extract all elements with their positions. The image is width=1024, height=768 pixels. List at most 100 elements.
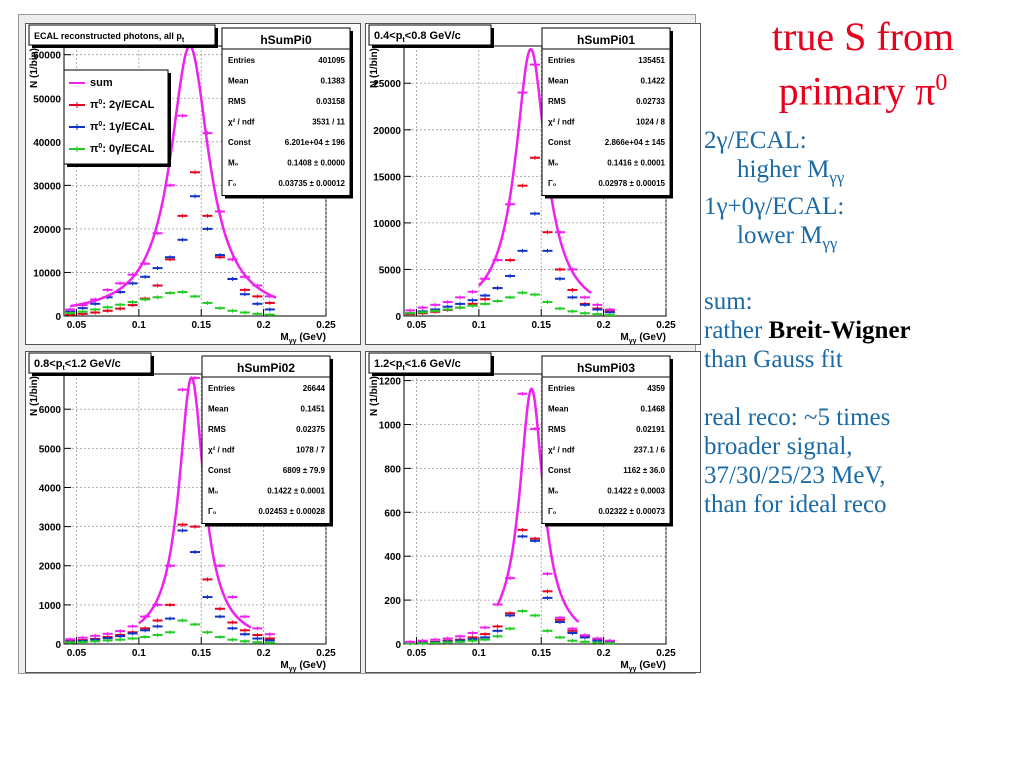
data-point xyxy=(102,631,113,636)
stats-value: 6809 ± 79.9 xyxy=(283,466,326,475)
note-lower-mass: lower Mγγ xyxy=(704,221,1022,258)
panel-title: 0.4<pt<0.8 GeV/c xyxy=(374,30,461,44)
data-point xyxy=(554,276,565,281)
data-point xyxy=(264,632,275,637)
x-tick-label: 0.25 xyxy=(656,648,676,659)
data-point xyxy=(492,286,503,291)
stats-label: Mean xyxy=(548,77,569,86)
note-lower-mass-text: lower M xyxy=(737,222,823,250)
data-point xyxy=(177,213,188,218)
data-point xyxy=(542,571,553,576)
y-tick-label: 200 xyxy=(384,596,401,607)
histogram-panel-all-pt: 0.05 0.1 0.15 0.2 0.25 0 10000 20000 30000 40000 5… xyxy=(25,23,361,345)
note-sum: sum: xyxy=(704,288,753,316)
stats-label: M₀ xyxy=(208,487,219,496)
data-point xyxy=(417,305,428,310)
data-point xyxy=(542,248,553,253)
data-point xyxy=(202,226,213,231)
title-line-2: primary π0 xyxy=(704,60,1022,114)
x-tick-label: 0.05 xyxy=(407,648,427,659)
data-point xyxy=(405,639,416,644)
data-point xyxy=(492,628,503,633)
stats-value: 0.02375 xyxy=(296,425,325,434)
data-point xyxy=(177,113,188,118)
stats-value: 1078 / 7 xyxy=(296,446,325,455)
stats-value: 0.02453 ± 0.00028 xyxy=(258,507,325,516)
data-point xyxy=(567,638,578,643)
data-point xyxy=(227,595,238,600)
x-tick-label: 0.2 xyxy=(597,320,611,331)
data-point xyxy=(542,589,553,594)
y-axis-label: N (1/bin) xyxy=(29,376,40,416)
data-point xyxy=(65,310,76,315)
stats-label: Mean xyxy=(228,77,249,86)
y-tick-label: 0 xyxy=(395,640,401,651)
data-point xyxy=(227,626,238,631)
data-point xyxy=(554,230,565,235)
data-point xyxy=(102,305,113,310)
y-tick-label: 0 xyxy=(55,640,61,651)
data-point xyxy=(579,302,590,307)
stats-name: hSumPi02 xyxy=(237,361,295,375)
data-point xyxy=(264,640,275,645)
data-point xyxy=(252,294,263,299)
stats-label: Mean xyxy=(548,405,569,414)
data-point xyxy=(417,638,428,643)
note-rather-text: rather xyxy=(704,317,763,345)
stats-label: Const xyxy=(228,138,251,147)
stats-box xyxy=(221,27,351,196)
data-point xyxy=(127,300,138,305)
data-point xyxy=(127,624,138,629)
data-point xyxy=(239,632,250,637)
y-tick-label: 10000 xyxy=(373,219,401,230)
data-point xyxy=(442,640,453,645)
note-real-reco-3: 37/30/25/23 MeV, xyxy=(704,462,886,490)
data-point xyxy=(592,312,603,317)
note-two-gamma: 2γ/ECAL: xyxy=(704,127,807,155)
data-point xyxy=(252,301,263,306)
stats-label: χ² / ndf xyxy=(208,446,235,455)
data-point xyxy=(115,634,126,639)
y-tick-label: 30000 xyxy=(33,181,61,192)
data-point xyxy=(90,639,101,644)
data-point xyxy=(165,602,176,607)
title-box xyxy=(368,352,492,374)
note-real-reco-4: than for ideal reco xyxy=(704,491,887,519)
note-real-reco-2: broader signal, xyxy=(704,433,853,461)
y-tick-label: 1200 xyxy=(379,377,402,388)
legend-label: π0: 0γ/ECAL xyxy=(90,143,155,155)
data-point xyxy=(102,287,113,292)
note-real-reco-1: real reco: ~5 times xyxy=(704,404,891,432)
stats-value: 135451 xyxy=(638,56,665,65)
data-point xyxy=(177,522,188,527)
x-tick-label: 0.25 xyxy=(316,320,336,331)
stats-value: 0.02322 ± 0.00073 xyxy=(598,507,665,516)
data-point xyxy=(65,637,76,642)
plots-frame: 0.05 0.1 0.15 0.2 0.25 0 10000 20000 30000 40000 5… xyxy=(18,14,701,674)
note-higher-mass: higher Mγγ xyxy=(704,155,1022,192)
y-tick-label: 60000 xyxy=(33,51,61,62)
x-tick-label: 0.1 xyxy=(472,648,486,659)
data-point xyxy=(505,258,516,263)
data-point xyxy=(214,606,225,611)
x-tick-label: 0.2 xyxy=(257,648,271,659)
data-point xyxy=(115,302,126,307)
y-tick-label: 20000 xyxy=(33,225,61,236)
data-point xyxy=(530,538,540,543)
data-point xyxy=(77,635,88,640)
data-point xyxy=(567,626,578,631)
data-point xyxy=(239,628,250,633)
data-point xyxy=(554,267,565,272)
data-point xyxy=(264,307,275,312)
data-point xyxy=(467,631,478,636)
stats-value: 0.03158 xyxy=(316,97,345,106)
data-point xyxy=(77,640,88,645)
stats-label: RMS xyxy=(548,425,566,434)
data-point xyxy=(214,563,225,568)
stats-label: M₀ xyxy=(548,487,559,496)
stats-label: Γ₀ xyxy=(208,507,217,516)
data-point xyxy=(90,301,101,306)
data-point xyxy=(592,636,603,641)
data-point xyxy=(177,618,188,623)
data-point xyxy=(592,307,603,312)
